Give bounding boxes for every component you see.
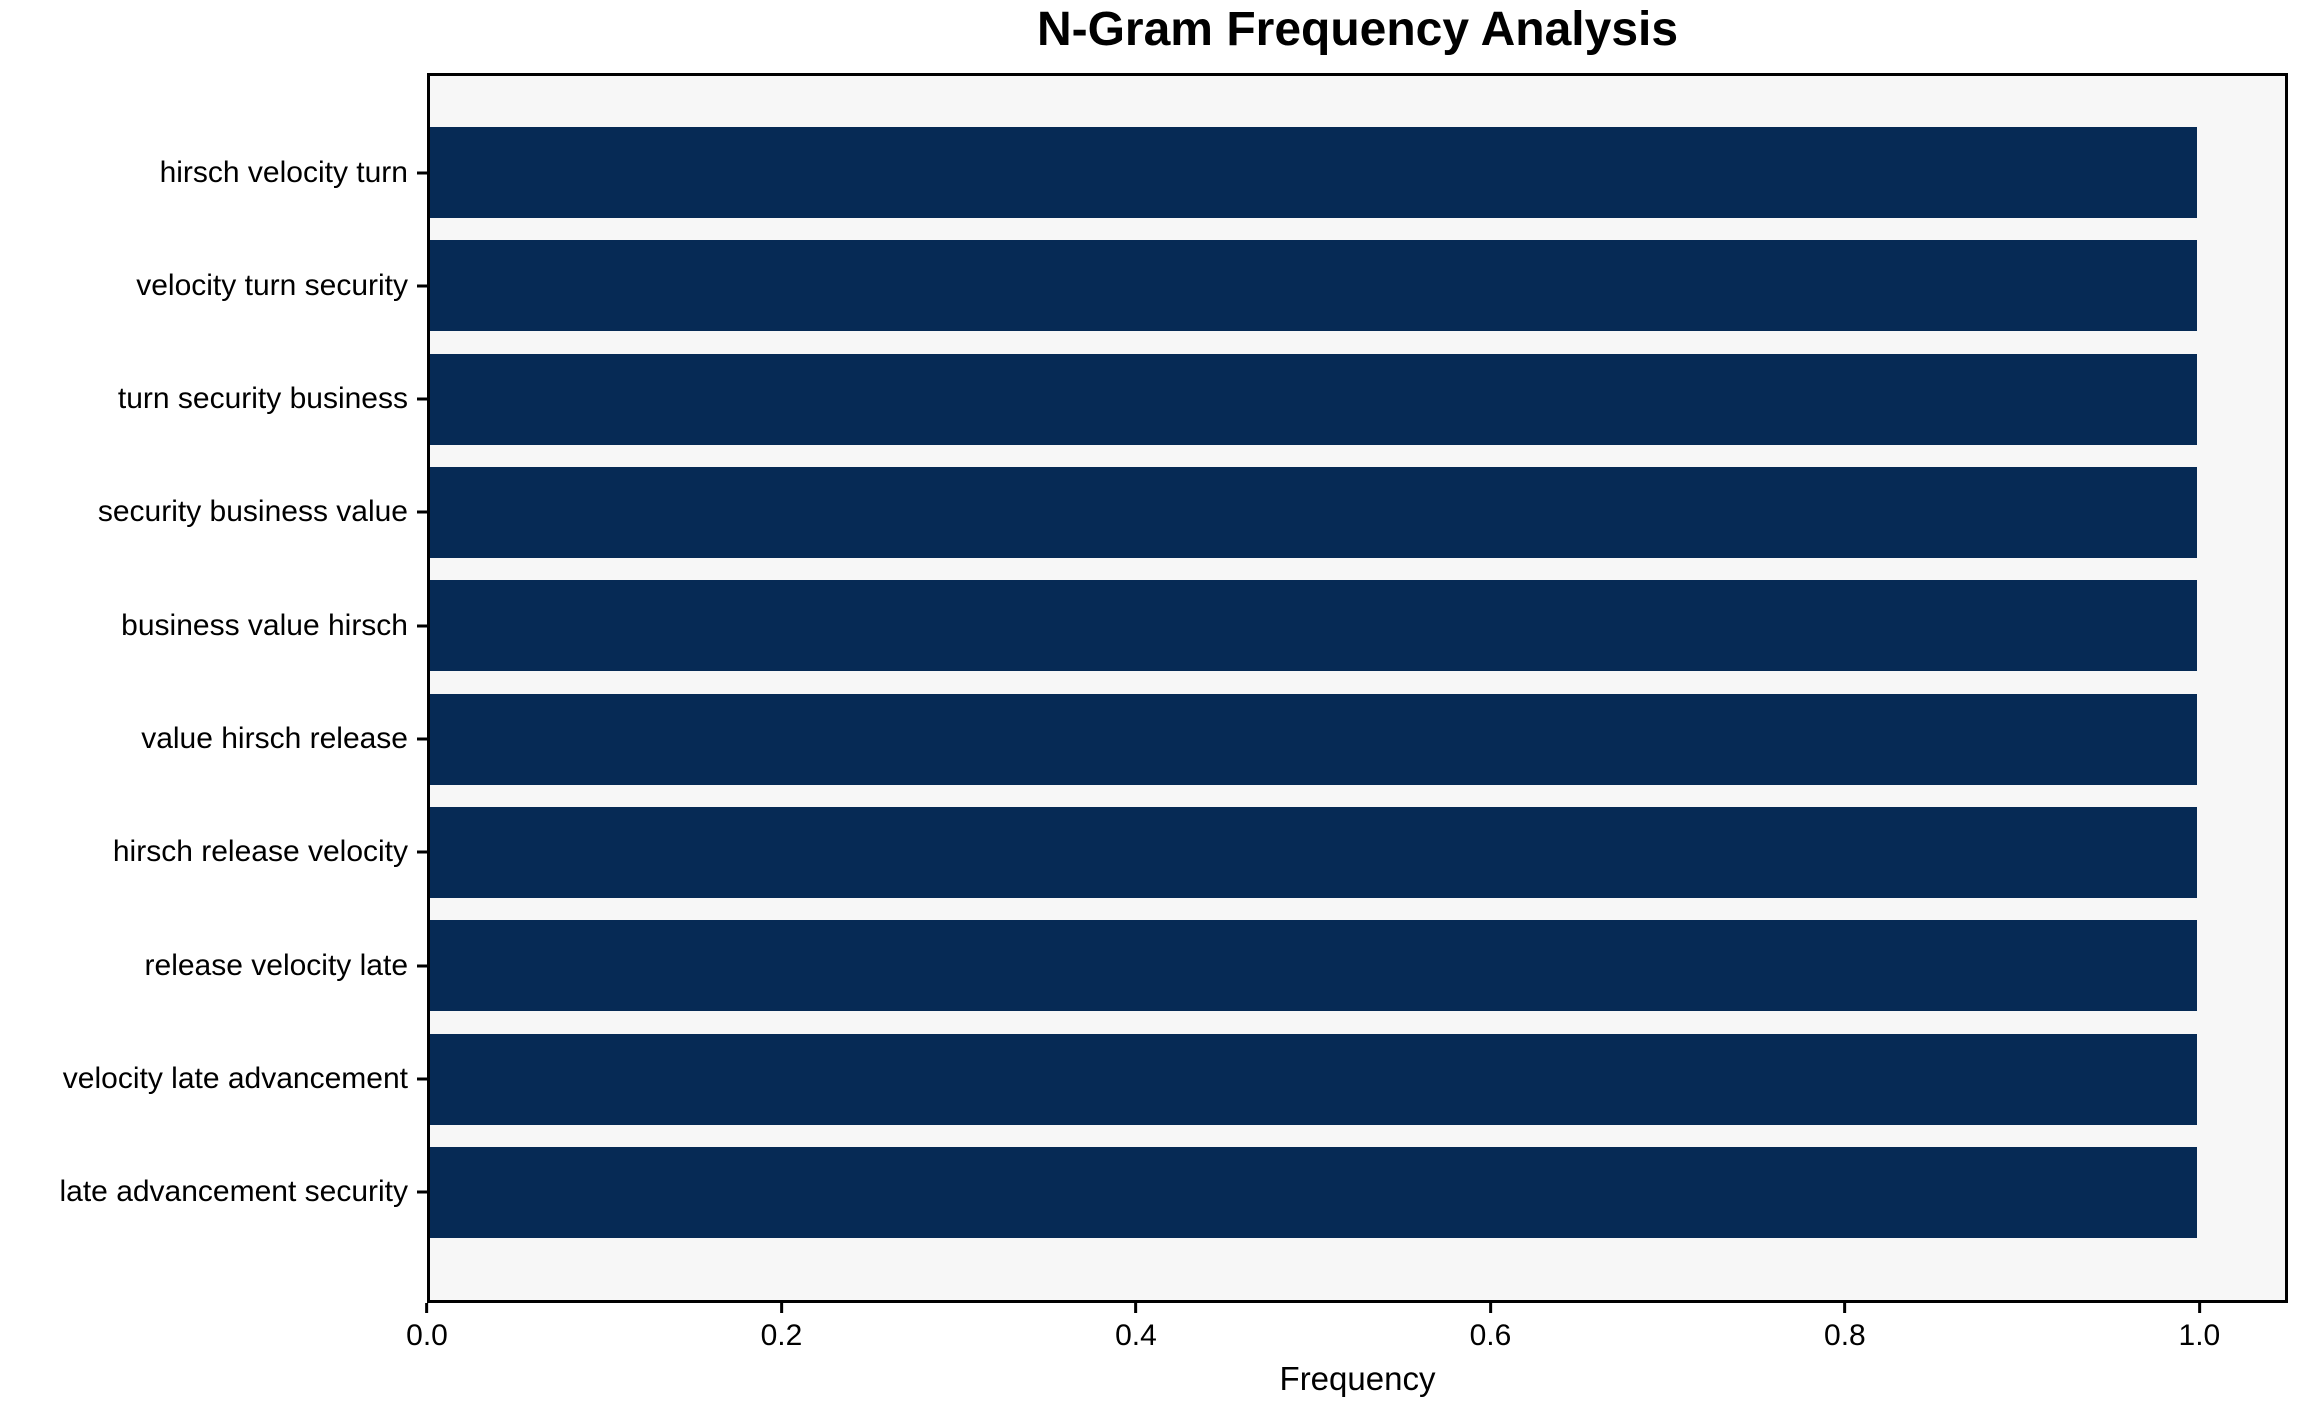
x-tick-mark: [1134, 1303, 1138, 1313]
y-tick-label: business value hirsch: [121, 608, 408, 642]
plot-area: hirsch velocity turn velocity turn securi…: [59, 73, 2288, 1303]
bar-row: late advancement security: [59, 1146, 2285, 1238]
y-tick-mark: [417, 397, 427, 401]
x-tick-label: 0.8: [1824, 1319, 1866, 1352]
y-tick-mark: [417, 1077, 427, 1081]
y-tick-label: hirsch velocity turn: [159, 155, 408, 189]
x-tick-label: 0.4: [1115, 1319, 1157, 1352]
x-tick: 1.0: [2178, 1303, 2221, 1352]
x-tick-mark: [2197, 1303, 2201, 1313]
y-tick-label: velocity late advancement: [62, 1062, 408, 1096]
y-tick-mark: [417, 171, 427, 174]
bar: [430, 127, 2197, 218]
bar: [430, 920, 2197, 1012]
bar-row: velocity late advancement: [63, 1033, 2285, 1125]
bar: [430, 466, 2197, 558]
y-tick-mark: [417, 284, 427, 288]
x-tick: 0.8: [1824, 1303, 1866, 1351]
x-tick-mark: [779, 1303, 783, 1313]
bar-row: release velocity late: [145, 920, 2285, 1012]
y-tick-label: late advancement security: [59, 1175, 408, 1209]
x-tick-mark: [425, 1303, 429, 1313]
y-tick-label: value hirsch release: [141, 722, 408, 756]
bar-row: turn security business: [118, 353, 2285, 445]
x-tick: 0.4: [1115, 1303, 1157, 1351]
x-tick: 0.6: [1469, 1303, 1512, 1352]
bar: [430, 806, 2197, 898]
bar: [430, 353, 2197, 445]
x-tick-label: 1.0: [2178, 1319, 2221, 1352]
y-tick-mark: [417, 624, 427, 628]
bar: [430, 1146, 2197, 1238]
y-tick-mark: [417, 850, 427, 854]
bar-row: hirsch release velocity: [113, 806, 2285, 898]
y-tick-label: security business value: [97, 495, 408, 529]
y-tick-label: turn security business: [117, 382, 408, 416]
x-tick: 0.2: [760, 1303, 803, 1352]
x-tick-mark: [1488, 1303, 1492, 1313]
y-tick-label: release velocity late: [144, 948, 408, 982]
y-tick-mark: [417, 964, 427, 968]
x-tick-label: 0.0: [406, 1319, 448, 1352]
bar: [430, 1033, 2197, 1125]
bar-row: business value hirsch: [121, 580, 2285, 672]
x-tick-label: 0.6: [1469, 1319, 1512, 1352]
x-axis: 0.0 0.2 0.4 0.6 0.8 1.0: [406, 1303, 2288, 1363]
bar: [430, 580, 2197, 672]
bar-row: value hirsch release: [141, 693, 2285, 785]
bar-rows: hirsch velocity turn velocity turn securi…: [59, 76, 2285, 1300]
x-tick-mark: [1843, 1303, 1847, 1313]
y-tick-mark: [417, 510, 427, 514]
chart-title: N-Gram Frequency Analysis: [1036, 3, 1679, 56]
x-tick: 0.0: [406, 1303, 448, 1351]
bar-row: hirsch velocity turn: [160, 127, 2285, 218]
bar: [430, 240, 2197, 332]
y-tick-label: hirsch release velocity: [112, 835, 408, 869]
y-tick-label: velocity turn security: [136, 268, 408, 302]
y-tick-mark: [417, 1190, 427, 1194]
bar-row: velocity turn security: [136, 240, 2285, 332]
bar: [430, 693, 2197, 785]
bar-row: security business value: [98, 466, 2285, 558]
y-tick-mark: [417, 737, 427, 741]
x-axis-label: Frequency: [1279, 1360, 1436, 1397]
x-tick-label: 0.2: [760, 1319, 803, 1352]
